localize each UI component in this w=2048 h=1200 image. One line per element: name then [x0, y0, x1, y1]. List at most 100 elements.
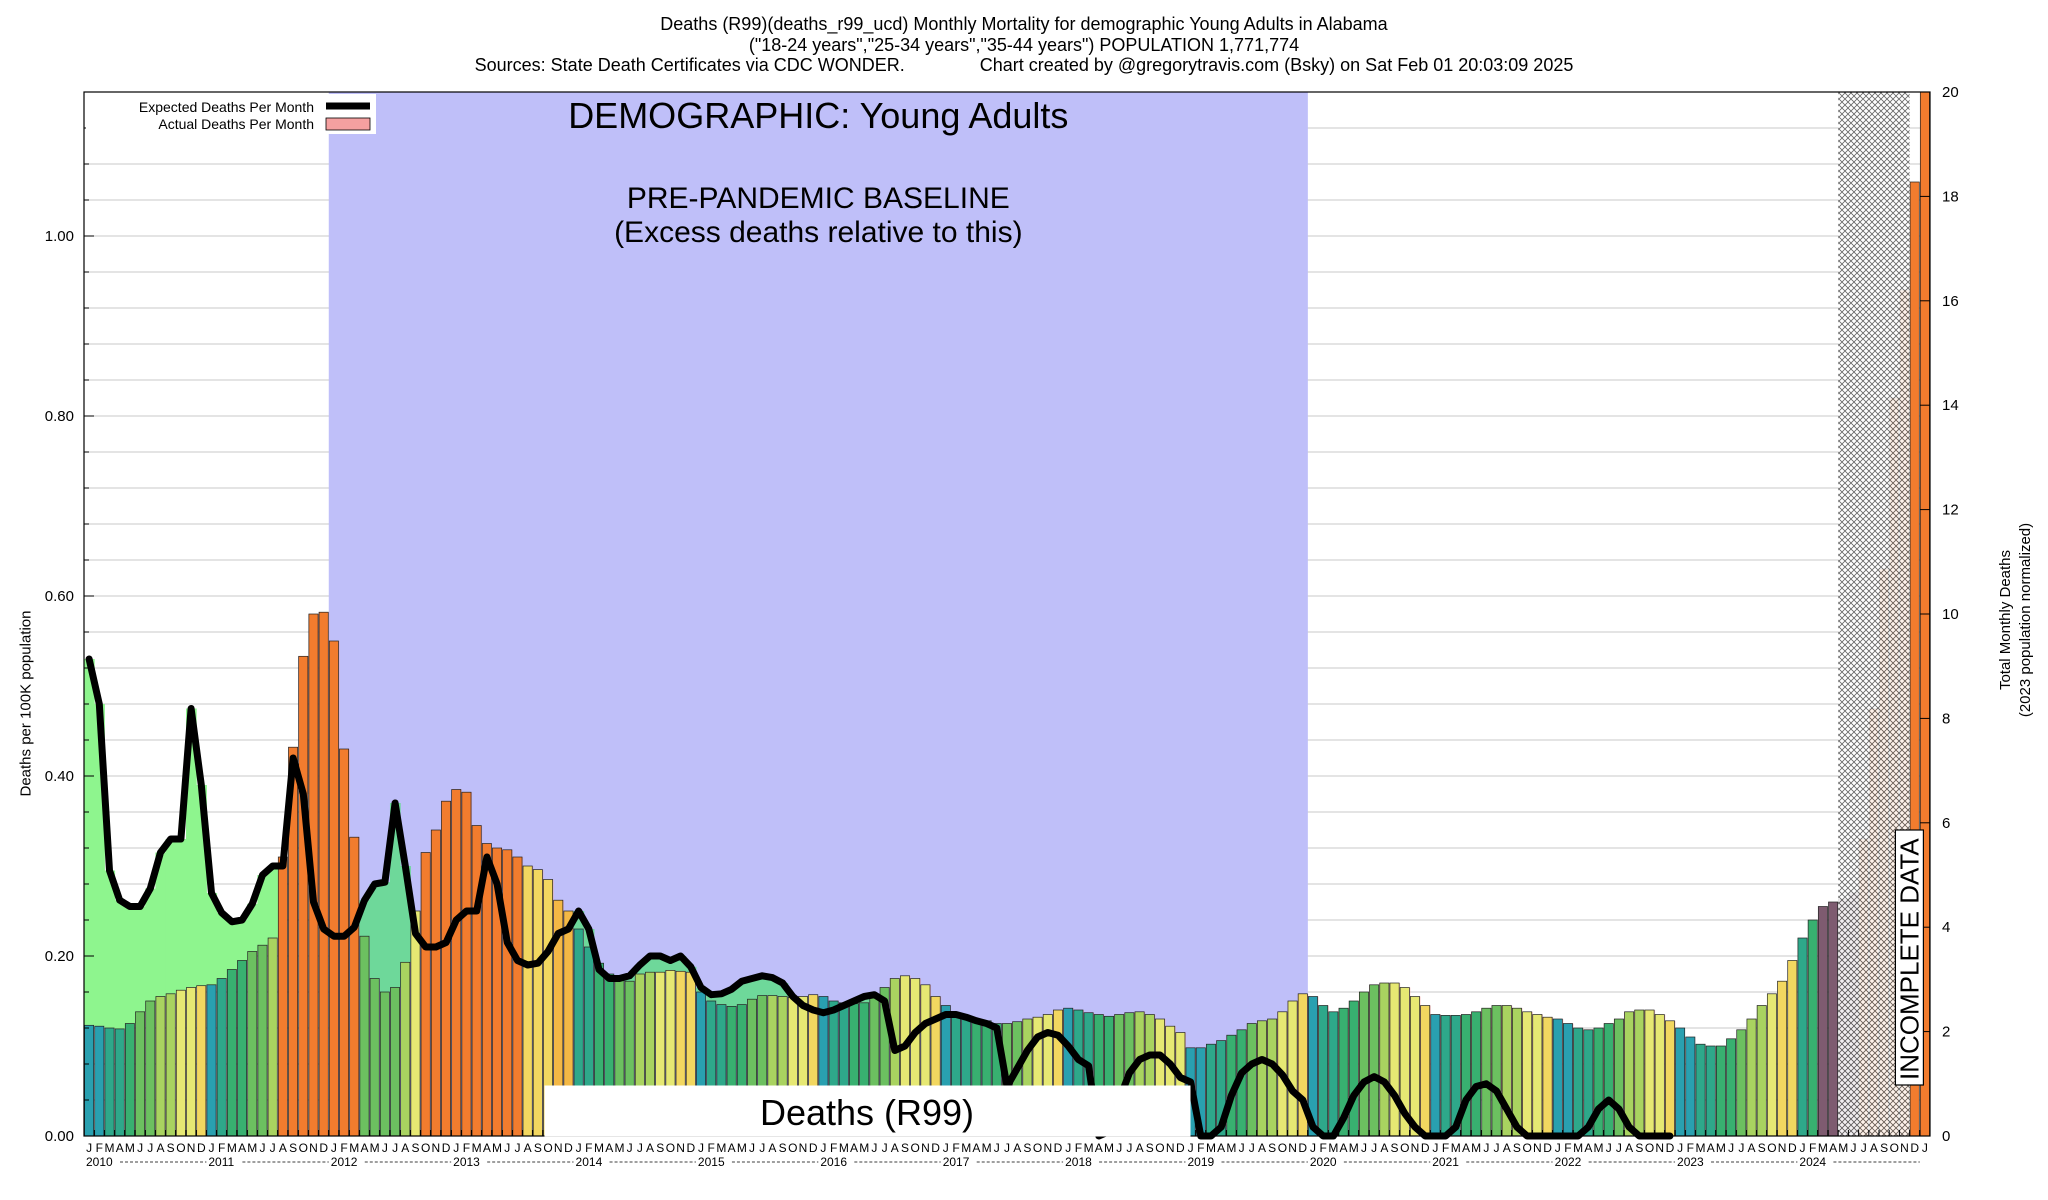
month-tick-label: J [1922, 1141, 1928, 1155]
right-tick-label: 16 [1942, 293, 1959, 310]
month-tick-label: J [382, 1141, 388, 1155]
month-tick-label: N [432, 1141, 441, 1155]
month-tick-label: D [931, 1141, 940, 1155]
month-tick-label: D [809, 1141, 818, 1155]
month-tick-label: J [1851, 1141, 1857, 1155]
month-tick-label: M [125, 1141, 135, 1155]
right-tick-label: 18 [1942, 188, 1959, 205]
bar [1562, 1023, 1573, 1137]
bar [1726, 1038, 1737, 1137]
bar [94, 1025, 105, 1137]
bar [1389, 982, 1400, 1137]
month-tick-label: S [411, 1141, 419, 1155]
month-tick-label: J [1861, 1141, 1867, 1155]
bar [471, 825, 482, 1137]
bar [1206, 1043, 1216, 1137]
month-tick-label: M [839, 1141, 849, 1155]
month-tick-label: J [1800, 1141, 1806, 1155]
bar [247, 951, 258, 1137]
excess-fill-segment [196, 785, 207, 986]
chart-subtitle: ("18-24 years","25-34 years","35-44 year… [748, 35, 1300, 55]
incomplete-data-label: INCOMPLETE DATA [1894, 838, 1924, 1080]
bar [1318, 1005, 1329, 1137]
excess-fill-segment [726, 989, 738, 1007]
month-tick-label: D [1788, 1141, 1797, 1155]
month-tick-label: O [421, 1141, 430, 1155]
excess-fill-segment [145, 888, 156, 1001]
month-tick-label: D [686, 1141, 695, 1155]
excess-fill-segment [236, 920, 248, 961]
baseline-sublabel: (Excess deaths relative to this) [614, 216, 1023, 249]
month-tick-label: J [1432, 1141, 1438, 1155]
month-tick-label: J [1738, 1141, 1744, 1155]
month-tick-label: O [1890, 1141, 1899, 1155]
bar [1481, 1007, 1492, 1137]
month-tick-label: J [1004, 1141, 1010, 1155]
bar [1328, 1011, 1339, 1137]
month-tick-label: J [1371, 1141, 1377, 1155]
month-tick-label: D [1298, 1141, 1307, 1155]
bar [451, 789, 462, 1137]
excess-fill-segment [267, 866, 279, 938]
month-tick-label: J [576, 1141, 582, 1155]
excess-fill-segment [94, 704, 105, 1027]
month-tick-label: J [994, 1141, 1000, 1155]
excess-fill-segment [124, 906, 136, 1024]
month-tick-label: J [392, 1141, 398, 1155]
month-tick-label: M [982, 1141, 992, 1155]
month-tick-label: M [737, 1141, 747, 1155]
month-tick-label: J [1606, 1141, 1612, 1155]
bar [1246, 1023, 1257, 1137]
month-tick-label: J [943, 1141, 949, 1155]
legend: Expected Deaths Per Month Actual Deaths … [86, 94, 376, 134]
right-tick-label: 2 [1942, 1024, 1950, 1041]
month-tick-label: O [666, 1141, 675, 1155]
excess-fill-segment [257, 875, 269, 946]
month-tick-label: D [1543, 1141, 1552, 1155]
month-tick-label: S [1146, 1141, 1154, 1155]
bar [1766, 993, 1777, 1137]
bar [1471, 1011, 1482, 1137]
year-tick-label: 2019 [1187, 1155, 1214, 1169]
month-tick-label: M [104, 1141, 114, 1155]
right-tick-label: 8 [1942, 710, 1950, 727]
excess-fill-segment [767, 977, 779, 996]
month-tick-label: J [759, 1141, 765, 1155]
bar [1807, 919, 1818, 1137]
left-tick-label: 0.20 [45, 948, 74, 965]
right-tick-label: 12 [1942, 502, 1959, 519]
chart-source: Sources: State Death Certificates via CD… [474, 55, 1574, 75]
excess-fill-segment [226, 921, 238, 970]
month-tick-label: M [716, 1141, 726, 1155]
month-tick-label: F [1687, 1141, 1694, 1155]
bar [135, 1011, 146, 1137]
bar [502, 849, 513, 1137]
pre-pandemic-baseline-band [328, 92, 1308, 1136]
bar [257, 944, 268, 1137]
month-tick-label: J [453, 1141, 459, 1155]
month-tick-label: M [1226, 1141, 1236, 1155]
right-tick-label: 14 [1942, 397, 1959, 414]
year-tick-label: 2020 [1310, 1155, 1337, 1169]
excess-fill-segment [175, 839, 187, 991]
right-tick-label: 6 [1942, 815, 1950, 832]
bar [1736, 1029, 1747, 1137]
bar [1634, 1009, 1645, 1137]
excess-fill-segment [644, 956, 656, 973]
bar [512, 856, 523, 1137]
bar [1552, 1018, 1563, 1137]
bar [1440, 1015, 1451, 1137]
month-tick-label: A [1095, 1141, 1103, 1155]
bar [1705, 1045, 1716, 1137]
right-axis-sublabel: (2023 population normalized) [2017, 523, 2034, 717]
month-tick-label: A [972, 1141, 980, 1155]
bar [1573, 1027, 1584, 1137]
month-tick-label: J [749, 1141, 755, 1155]
bar [1817, 906, 1828, 1137]
month-tick-label: A [238, 1141, 246, 1155]
bar [298, 655, 309, 1137]
bar [1746, 1018, 1757, 1137]
bar [1348, 1000, 1359, 1137]
month-tick-label: A [156, 1141, 164, 1155]
month-tick-label: J [147, 1141, 153, 1155]
